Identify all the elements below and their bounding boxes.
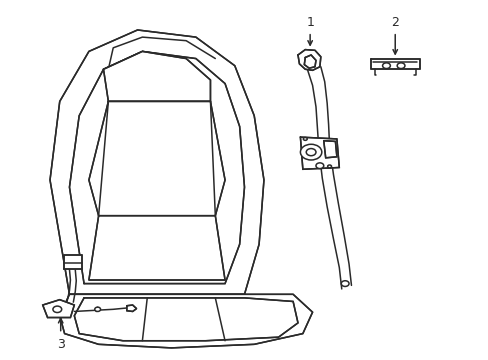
- Circle shape: [95, 307, 101, 311]
- Polygon shape: [300, 137, 339, 169]
- Text: 1: 1: [305, 16, 313, 29]
- Polygon shape: [370, 59, 419, 69]
- Polygon shape: [89, 102, 224, 216]
- Polygon shape: [323, 141, 336, 158]
- Polygon shape: [126, 305, 136, 311]
- Text: 2: 2: [390, 16, 398, 29]
- Circle shape: [303, 138, 306, 140]
- Circle shape: [396, 63, 404, 68]
- Circle shape: [300, 144, 321, 160]
- Circle shape: [327, 165, 331, 168]
- Circle shape: [53, 306, 61, 312]
- Polygon shape: [69, 51, 244, 284]
- Polygon shape: [63, 255, 82, 269]
- Polygon shape: [60, 294, 312, 348]
- Polygon shape: [50, 30, 264, 294]
- Polygon shape: [42, 300, 74, 318]
- Polygon shape: [89, 216, 224, 280]
- Circle shape: [382, 63, 389, 68]
- Circle shape: [305, 149, 315, 156]
- Polygon shape: [74, 298, 297, 341]
- Circle shape: [341, 281, 348, 287]
- Text: 3: 3: [57, 338, 64, 351]
- Circle shape: [315, 163, 323, 168]
- Polygon shape: [103, 51, 210, 102]
- Polygon shape: [304, 55, 315, 68]
- Polygon shape: [297, 50, 320, 70]
